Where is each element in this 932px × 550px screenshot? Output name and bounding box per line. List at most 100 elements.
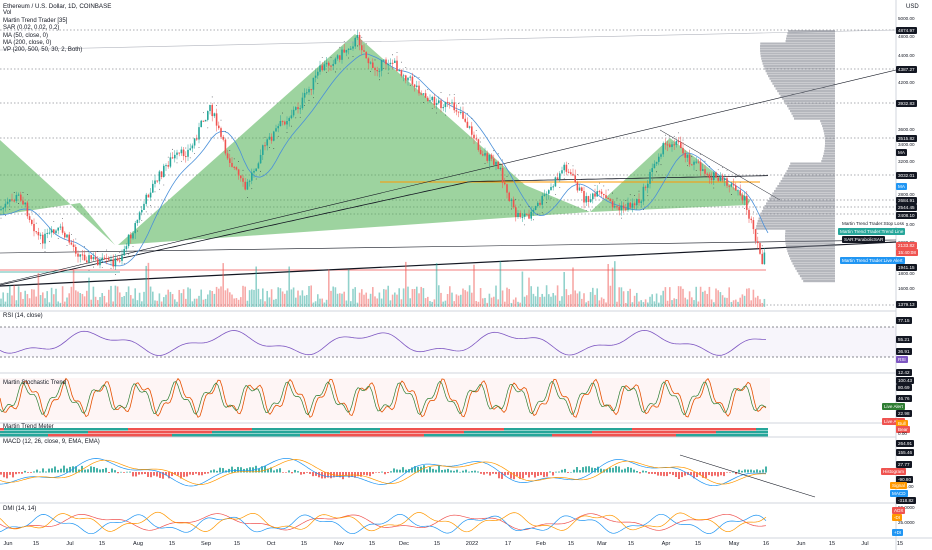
symbol-title[interactable]: Ethereum / U.S. Dollar, 1D, COINBASE bbox=[3, 3, 112, 10]
sar-dot bbox=[13, 192, 15, 193]
volume-profile-row bbox=[786, 247, 835, 250]
volume-profile-row bbox=[780, 95, 835, 98]
volume-bar bbox=[341, 293, 343, 307]
candle-body bbox=[578, 187, 581, 191]
trend-meter-cell bbox=[600, 431, 604, 434]
stoch-badge: 80.69 bbox=[896, 384, 912, 391]
trend-meter-cell bbox=[488, 434, 492, 437]
macd-histogram-bar bbox=[636, 470, 638, 473]
macd-histogram-bar bbox=[339, 472, 341, 478]
volume-bar bbox=[176, 301, 178, 307]
volume-bar bbox=[303, 295, 306, 307]
trend-meter-cell bbox=[572, 434, 576, 437]
time-tick: 2022 bbox=[465, 541, 479, 547]
sar-dot bbox=[159, 188, 160, 190]
trend-meter-cell bbox=[264, 431, 268, 434]
volume-bar bbox=[413, 289, 416, 307]
trend-meter-cell bbox=[724, 428, 728, 431]
trend-meter-cell bbox=[524, 434, 528, 437]
trend-meter-cell bbox=[44, 431, 48, 434]
sar-dot bbox=[229, 149, 231, 151]
legend-ma200[interactable]: MA (200, close, 0) bbox=[3, 40, 52, 47]
trend-meter-cell bbox=[252, 434, 256, 437]
candle-body bbox=[213, 113, 216, 117]
candle-body bbox=[508, 192, 510, 201]
legend-ma50[interactable]: MA (50, close, 0) bbox=[3, 32, 49, 39]
trend-meter-cell bbox=[40, 434, 44, 437]
trend-meter-cell bbox=[188, 428, 192, 431]
candle-body bbox=[706, 173, 708, 175]
legend-martin-trend[interactable]: Martin Trend Trader [35] bbox=[3, 17, 68, 24]
volume-bar bbox=[35, 296, 37, 307]
rsi-pane-label[interactable]: RSI (14, close) bbox=[3, 313, 43, 319]
sar-dot bbox=[154, 191, 156, 193]
trend-meter-cell bbox=[384, 428, 388, 431]
sar-dot bbox=[629, 194, 631, 196]
macd-histogram-bar bbox=[219, 467, 221, 473]
trend-meter-cell bbox=[728, 434, 732, 437]
meter-pane-label[interactable]: Martin Trend Meter bbox=[3, 424, 54, 430]
trend-meter-cell bbox=[460, 434, 464, 437]
trend-meter-cell bbox=[12, 434, 16, 437]
sar-dot bbox=[753, 211, 754, 213]
trend-meter-cell bbox=[204, 434, 208, 437]
sar-dot bbox=[128, 253, 130, 255]
sar-dot bbox=[181, 160, 182, 162]
legend-volume[interactable]: Vol bbox=[3, 10, 12, 17]
volume-bar bbox=[233, 298, 235, 307]
volume-bar bbox=[541, 293, 543, 307]
legend-vp[interactable]: VP (200, 500, 50, 30, 2, Both) bbox=[3, 47, 83, 54]
sar-dot bbox=[185, 147, 187, 149]
macd-histogram-bar bbox=[378, 472, 380, 473]
trend-meter-cell bbox=[468, 434, 472, 437]
trend-meter-cell bbox=[180, 428, 184, 431]
sar-dot bbox=[409, 85, 411, 87]
currency-label[interactable]: USD bbox=[906, 4, 919, 10]
candle-body bbox=[220, 128, 222, 137]
sar-dot bbox=[145, 211, 147, 213]
volume-bar bbox=[717, 290, 719, 307]
volume-bar bbox=[400, 299, 403, 307]
sar-dot bbox=[189, 157, 191, 159]
candle-body bbox=[541, 195, 543, 205]
macd-histogram-bar bbox=[3, 472, 5, 478]
macd-histogram-bar bbox=[561, 469, 563, 473]
candle-body bbox=[235, 167, 238, 170]
dmi-pane-label[interactable]: DMI (14, 14) bbox=[3, 506, 37, 512]
macd-histogram-bar bbox=[738, 469, 740, 473]
sar-dot bbox=[665, 134, 666, 136]
volume-bar bbox=[4, 301, 7, 307]
volume-bar bbox=[594, 294, 596, 307]
macd-pane-label[interactable]: MACD (12, 26, close, 9, EMA, EMA) bbox=[3, 439, 100, 445]
macd-histogram-bar bbox=[36, 469, 38, 473]
macd-histogram-bar bbox=[753, 470, 755, 473]
trend-meter-cell bbox=[332, 434, 336, 437]
trend-meter-cell bbox=[676, 434, 680, 437]
macd-histogram-bar bbox=[630, 467, 632, 473]
candle-body bbox=[319, 65, 321, 72]
volume-bar bbox=[644, 299, 647, 307]
trend-meter-cell bbox=[404, 428, 408, 431]
time-tick: Aug bbox=[133, 541, 143, 547]
volume-profile-row bbox=[785, 40, 835, 43]
candle-body bbox=[570, 172, 572, 174]
trend-meter-cell bbox=[28, 434, 32, 437]
macd-histogram-bar bbox=[660, 472, 662, 476]
macd-histogram-bar bbox=[450, 470, 452, 473]
volume-bar bbox=[715, 288, 717, 307]
sar-dot bbox=[379, 79, 380, 81]
stoch-pane-label[interactable]: Martin Stochastic Trend bbox=[3, 380, 67, 386]
volume-profile-row bbox=[824, 150, 835, 153]
legend-sar[interactable]: SAR (0.02, 0.02, 0.2) bbox=[3, 25, 60, 32]
trend-meter-cell bbox=[236, 428, 240, 431]
trend-meter-cell bbox=[172, 431, 176, 434]
trend-meter-cell bbox=[96, 434, 100, 437]
sar-dot bbox=[555, 193, 556, 195]
macd-histogram-bar bbox=[273, 470, 275, 473]
volume-bar bbox=[418, 293, 420, 307]
price-axis[interactable]: 5000.00 4800.00 4400.00 4200.00 3600.00 … bbox=[881, 0, 932, 550]
volume-bar bbox=[369, 293, 372, 307]
volume-bar bbox=[763, 298, 766, 307]
volume-bar bbox=[101, 293, 103, 307]
